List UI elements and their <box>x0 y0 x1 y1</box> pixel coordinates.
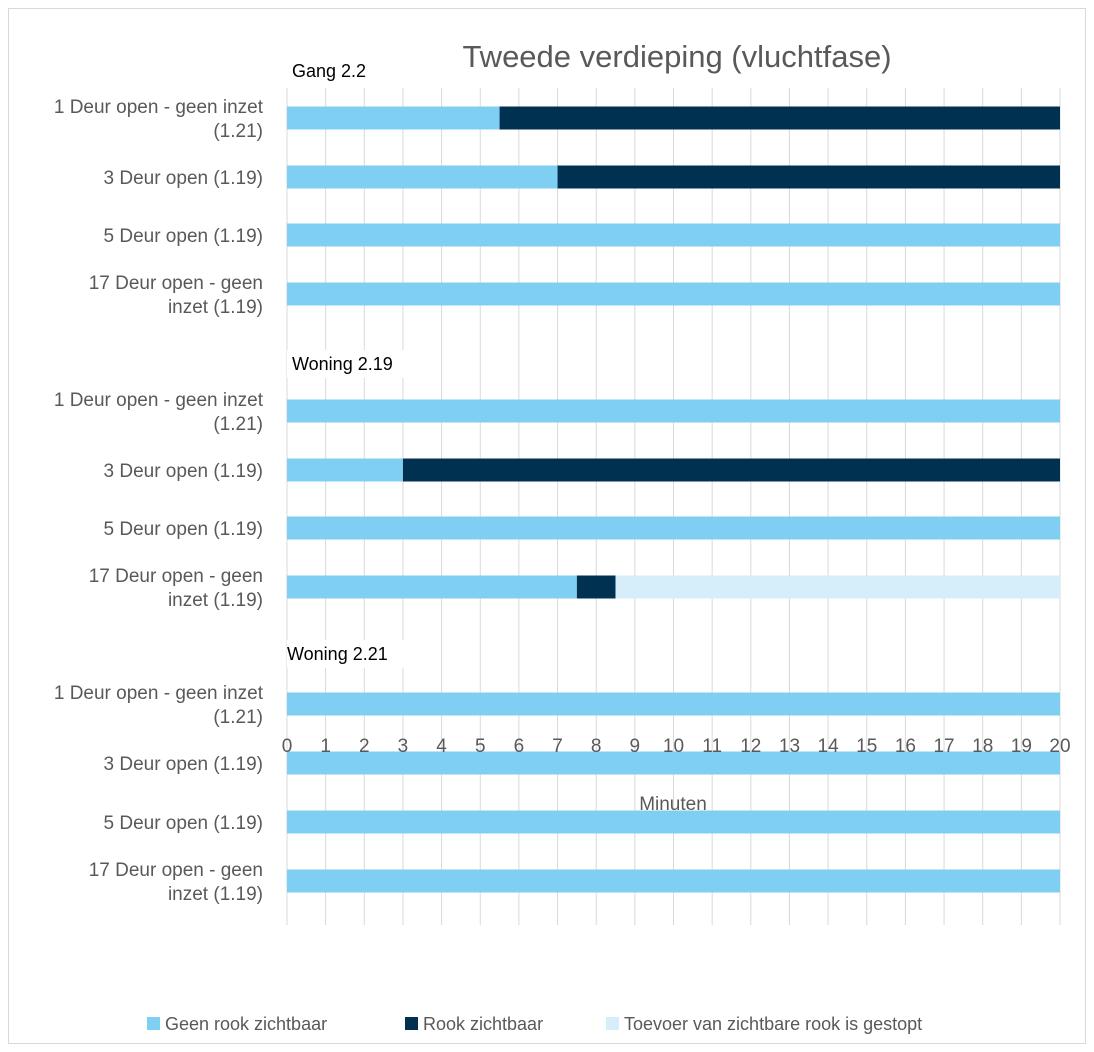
row-labels: 1 Deur open - geen inzet (1.21) 3 Deur ope… <box>54 97 264 905</box>
legend-label: Rook zichtbaar <box>423 1014 543 1034</box>
row-label: (1.21) <box>213 121 263 142</box>
x-tick-label: 1 <box>320 736 331 757</box>
row-label: 17 Deur open - geen <box>89 860 263 881</box>
chart-title: Tweede verdieping (vluchtfase) <box>462 39 891 74</box>
group-label-bg <box>287 350 420 378</box>
bar-segment-geen-rook-zichtbaar <box>287 751 1060 775</box>
x-axis-ticks: 0 1 2 3 4 5 6 7 8 9 10 11 12 13 14 15 16 17 18 19 20 <box>282 736 1071 757</box>
row-label: 1 Deur open - geen inzet <box>54 683 264 704</box>
bar-segment-geen-rook-zichtbaar <box>287 223 1060 247</box>
row-label: 1 Deur open - geen inzet <box>54 390 264 411</box>
row-label: 3 Deur open (1.19) <box>104 754 264 775</box>
bar-segment-geen-rook-zichtbaar <box>287 575 577 599</box>
x-tick-label: 7 <box>552 736 563 757</box>
bar-segment-rook-zichtbaar <box>557 165 1060 189</box>
bars <box>287 106 1060 893</box>
bar-segment-geen-rook-zichtbaar <box>287 399 1060 423</box>
row-label: 17 Deur open - geen <box>89 566 263 587</box>
x-tick-label: 10 <box>663 736 684 757</box>
x-axis-title: Minuten <box>639 794 707 815</box>
legend-label: Toevoer van zichtbare rook is gestopt <box>624 1014 922 1034</box>
x-tick-label: 9 <box>630 736 641 757</box>
x-tick-label: 8 <box>591 736 602 757</box>
group-label-bg <box>287 57 373 85</box>
x-tick-label: 2 <box>359 736 370 757</box>
row-label: 3 Deur open (1.19) <box>104 461 264 482</box>
x-tick-label: 14 <box>818 736 840 757</box>
bar-segment-rook-zichtbaar <box>576 575 616 599</box>
x-tick-label: 18 <box>972 736 993 757</box>
x-tick-label: 5 <box>475 736 486 757</box>
legend-swatch <box>147 1017 160 1030</box>
x-tick-label: 13 <box>779 736 800 757</box>
row-label: inzet (1.19) <box>168 297 263 318</box>
bar-segment-toevoer-van-zichtbare-rook-is-gestopt <box>615 575 1060 599</box>
legend: Geen rook zichtbaar Rook zichtbaar Toevoer… <box>147 1014 922 1034</box>
x-tick-label: 4 <box>436 736 447 757</box>
row-label: 1 Deur open - geen inzet <box>54 97 264 118</box>
row-label: inzet (1.19) <box>168 590 263 611</box>
x-tick-label: 15 <box>856 736 877 757</box>
legend-label: Geen rook zichtbaar <box>165 1014 327 1034</box>
row-label: (1.21) <box>213 707 263 728</box>
chart-frame <box>8 8 1086 1044</box>
x-tick-label: 12 <box>740 736 761 757</box>
legend-swatch <box>405 1017 418 1030</box>
row-label: 5 Deur open (1.19) <box>104 226 264 247</box>
bar-segment-geen-rook-zichtbaar <box>287 692 1060 716</box>
row-label: (1.21) <box>213 414 263 435</box>
bar-segment-geen-rook-zichtbaar <box>287 810 1060 834</box>
bar-segment-rook-zichtbaar <box>402 458 1060 482</box>
x-tick-label: 17 <box>933 736 954 757</box>
row-label: 5 Deur open (1.19) <box>104 519 264 540</box>
x-tick-label: 20 <box>1049 736 1070 757</box>
bar-segment-geen-rook-zichtbaar <box>287 282 1060 306</box>
group-label-bg <box>287 640 423 668</box>
row-label: 3 Deur open (1.19) <box>104 168 264 189</box>
x-tick-label: 16 <box>895 736 916 757</box>
row-label: 5 Deur open (1.19) <box>104 813 264 834</box>
group-label: Woning 2.19 <box>292 354 393 374</box>
x-tick-label: 11 <box>702 736 722 757</box>
bar-segment-geen-rook-zichtbaar <box>287 516 1060 540</box>
legend-swatch <box>606 1017 619 1030</box>
bar-segment-geen-rook-zichtbaar <box>287 869 1060 893</box>
group-labels: Gang 2.2 Woning 2.19 Woning 2.21 <box>287 57 423 668</box>
bar-segment-geen-rook-zichtbaar <box>287 458 403 482</box>
group-label: Gang 2.2 <box>292 61 366 81</box>
x-tick-label: 6 <box>514 736 525 757</box>
bar-segment-geen-rook-zichtbaar <box>287 165 558 189</box>
group-label: Woning 2.21 <box>287 644 388 664</box>
x-tick-label: 3 <box>398 736 409 757</box>
row-label: inzet (1.19) <box>168 884 263 905</box>
x-tick-label: 0 <box>282 736 293 757</box>
bar-segment-geen-rook-zichtbaar <box>287 106 500 130</box>
row-label: 17 Deur open - geen <box>89 273 263 294</box>
bar-segment-rook-zichtbaar <box>499 106 1060 130</box>
x-tick-label: 19 <box>1011 736 1032 757</box>
